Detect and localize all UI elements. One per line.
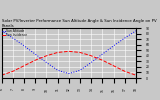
Sun Incidence [45,55,47,56]
Sun Incidence [68,51,70,52]
Sun Incidence [113,65,115,66]
Sun Altitude [113,45,115,46]
Sun Incidence [34,60,36,61]
Sun Altitude [101,54,103,55]
Sun Altitude [57,70,59,71]
Sun Incidence [23,65,25,66]
Sun Altitude [90,62,92,63]
Sun Incidence [12,71,14,72]
Sun Altitude [45,62,47,63]
Sun Altitude [135,30,137,31]
Sun Incidence [90,55,92,56]
Sun Incidence [135,75,137,76]
Sun Incidence [79,52,81,53]
Sun Altitude [34,54,36,55]
Line: Sun Incidence: Sun Incidence [2,51,136,75]
Sun Incidence [57,52,59,53]
Sun Altitude [124,37,126,39]
Legend: Sun Altitude, Sun Incidence: Sun Altitude, Sun Incidence [2,28,28,37]
Sun Altitude [23,45,25,46]
Line: Sun Altitude: Sun Altitude [2,31,136,74]
Sun Altitude [68,73,70,74]
Sun Incidence [124,71,126,72]
Sun Altitude [1,30,3,31]
Text: Solar PV/Inverter Performance Sun Altitude Angle & Sun Incidence Angle on PV Pan: Solar PV/Inverter Performance Sun Altitu… [2,19,156,28]
Sun Incidence [101,60,103,61]
Sun Altitude [79,70,81,71]
Sun Incidence [1,75,3,76]
Sun Altitude [12,37,14,39]
